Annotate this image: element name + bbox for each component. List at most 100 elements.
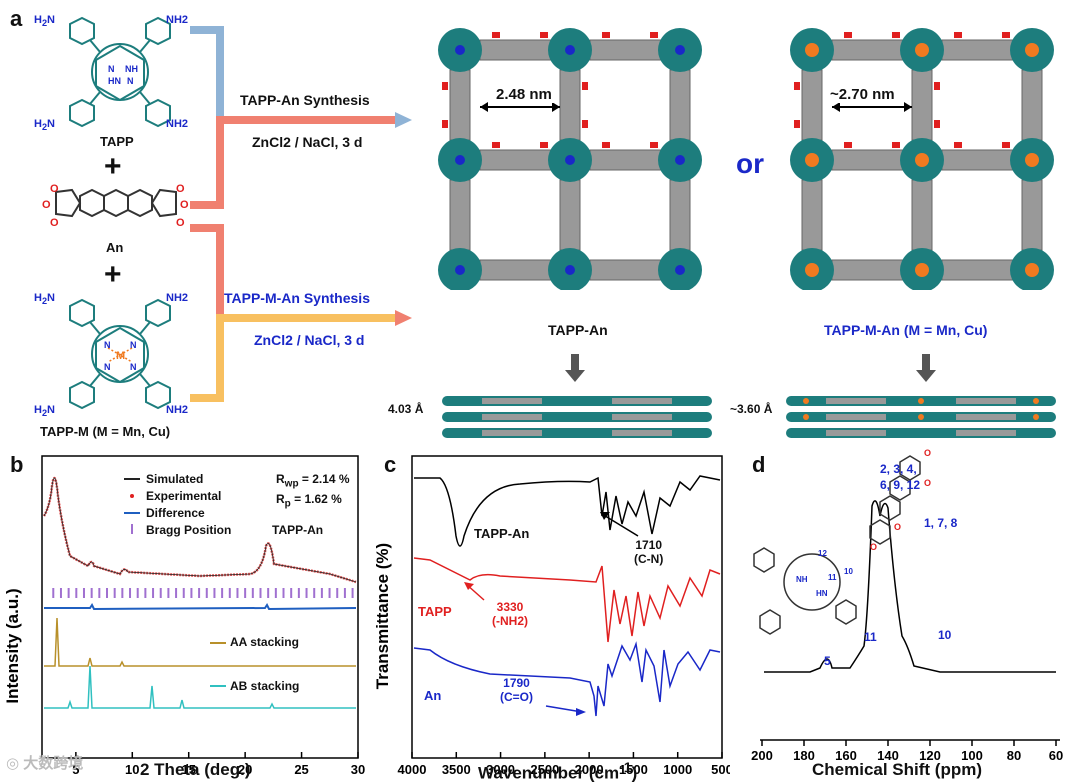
chart-d-molecule [753, 455, 921, 635]
interlayer-distance-left: 4.03 Å [388, 402, 424, 416]
panel-label-d: d [752, 452, 766, 477]
svg-text:O: O [176, 184, 185, 195]
nh2-label: H2N [34, 404, 55, 419]
watermark: ◎ 大数跨境 [6, 755, 84, 772]
synthesis-arrows [190, 26, 412, 402]
chart-c-ylabel: Transmittance (%) [373, 543, 392, 689]
pore-size-right: ~2.70 nm [828, 86, 897, 103]
nh2-label: NH2 [166, 14, 189, 26]
route-title-tapp-an: TAPP-An Synthesis [240, 92, 370, 108]
chart-d-x-tick-label: 80 [1007, 748, 1021, 763]
svg-text:N: N [104, 340, 111, 350]
svg-text:N: N [127, 76, 134, 86]
svg-text:12: 12 [818, 549, 827, 558]
plus-sign: + [104, 258, 122, 291]
peak-label-5: 5 [824, 654, 831, 668]
chart-c-x-tick-label: 1000 [663, 762, 692, 777]
down-arrow-icon [916, 354, 936, 382]
legend-difference: Difference [146, 506, 205, 520]
chart-d-x-tick-label: 140 [877, 748, 899, 763]
legend-bragg: Bragg Position [146, 523, 232, 537]
svg-text:O: O [50, 184, 59, 195]
chart-c-label-an: An [424, 688, 442, 703]
stacking-side-view-right [786, 396, 1056, 438]
route-conditions-tapp-an: ZnCl2 / NaCl, 3 d [252, 134, 363, 150]
chart-b-x-ticks: 5 10 15 20 25 30 [72, 752, 365, 777]
tapp-m-structure: M N N N N [69, 298, 171, 410]
nh2-label: NH2 [166, 404, 189, 416]
chart-c-annotation-3330: 3330 (-NH2) [492, 600, 528, 628]
panel-label-c: c [384, 452, 397, 477]
nh2-label: H2N [34, 14, 55, 29]
panel-label-b: b [10, 452, 24, 477]
chart-b-x-tick-label: 15 [181, 762, 195, 777]
svg-text:NH: NH [796, 575, 808, 584]
route-title-tapp-m-an: TAPP-M-An Synthesis [224, 290, 370, 306]
aa-stacking-label: AA stacking [230, 635, 299, 649]
chart-b-bragg-positions [52, 588, 354, 598]
chart-c-x-tick-label: 2500 [530, 762, 559, 777]
chart-b-frame [41, 455, 359, 759]
svg-text:O: O [870, 542, 877, 552]
chart-c-x-tick-label: 2000 [575, 762, 604, 777]
svg-text:O: O [42, 199, 51, 211]
chart-c-x-tick-label: 3500 [442, 762, 471, 777]
svg-text:O: O [924, 478, 931, 488]
peak-label-1-7-8: 1, 7, 8 [924, 516, 958, 530]
tapp-label: TAPP [100, 134, 134, 149]
chart-d-spectrum [764, 500, 1056, 673]
svg-text:O: O [180, 199, 189, 211]
plus-sign: + [104, 150, 122, 183]
chart-c-annotation-1790: 1790 (C=O) [500, 676, 533, 704]
metal-center: M [116, 350, 125, 362]
chart-b-xlabel: 2 Theta (deg.) [140, 760, 251, 779]
chart-d-x-ticks: 200 180 160 140 120 100 80 60 [751, 740, 1063, 763]
chart-c-series-tapp [413, 557, 721, 643]
route-conditions-tapp-m-an: ZnCl2 / NaCl, 3 d [254, 332, 365, 348]
chart-c-x-tick-label: 3000 [486, 762, 515, 777]
chart-b-x-tick-label: 25 [294, 762, 308, 777]
framework-tapp-an [438, 28, 702, 290]
ab-stacking-label: AB stacking [230, 679, 300, 693]
an-label: An [106, 240, 124, 255]
chart-c-xlabel: Wavenumber (cm-1) [478, 760, 638, 783]
peak-label-11: 11 [864, 630, 877, 644]
svg-text:NH: NH [125, 64, 138, 74]
chart-d-x-tick-label: 60 [1049, 748, 1063, 763]
pore-size-left: 2.48 nm [494, 86, 554, 103]
chart-c-series-tapp-an [414, 475, 721, 547]
peak-label-2-3-4: 2, 3, 4, [880, 462, 917, 476]
chart-b-x-tick-label: 5 [72, 762, 79, 777]
svg-text:N: N [130, 362, 137, 372]
nh2-label: NH2 [166, 292, 189, 304]
framework-name-right: TAPP-M-An (M = Mn, Cu) [824, 322, 988, 338]
chart-b-ab-stacking-curve [44, 665, 356, 709]
peak-label-10: 10 [938, 628, 952, 642]
chart-d-x-tick-label: 200 [751, 748, 773, 763]
svg-text:11: 11 [828, 573, 837, 582]
panel-label-a: a [10, 6, 23, 31]
chart-c-frame [411, 455, 723, 759]
chart-c-label-tapp-an: TAPP-An [474, 526, 530, 541]
chart-b-x-tick-label: 30 [351, 762, 365, 777]
legend-simulated: Simulated [146, 472, 204, 486]
an-structure: O O O O O O [42, 184, 189, 229]
chart-b-x-tick-label: 10 [125, 762, 139, 777]
chart-b-pxrd: 5 10 15 20 25 30 Intensity (a.u.) [3, 455, 365, 777]
tapp-structure: N NH HN N [69, 16, 171, 128]
chart-c-series-an [413, 641, 721, 717]
chart-d-nmr: 200 180 160 140 120 100 80 60 11 NH HN 12 10 O O O O [751, 448, 1063, 763]
svg-text:10: 10 [844, 567, 853, 576]
chart-d-x-tick-label: 180 [793, 748, 815, 763]
chart-b-difference-curve [44, 603, 357, 611]
chart-b-x-tick-label: 20 [238, 762, 252, 777]
chart-c-annotation-1710: 1710 (C-N) [634, 538, 664, 566]
svg-text:N: N [108, 64, 115, 74]
stacking-side-view-left [442, 396, 712, 438]
chart-d-x-tick-label: 120 [919, 748, 941, 763]
stat-rwp: Rwp = 2.14 % [276, 472, 350, 490]
chart-b-ylabel: Intensity (a.u.) [3, 588, 22, 703]
chart-d-x-tick-label: 160 [835, 748, 857, 763]
svg-text:HN: HN [108, 76, 121, 86]
chart-c-x-tick-label: 500 [711, 762, 730, 777]
